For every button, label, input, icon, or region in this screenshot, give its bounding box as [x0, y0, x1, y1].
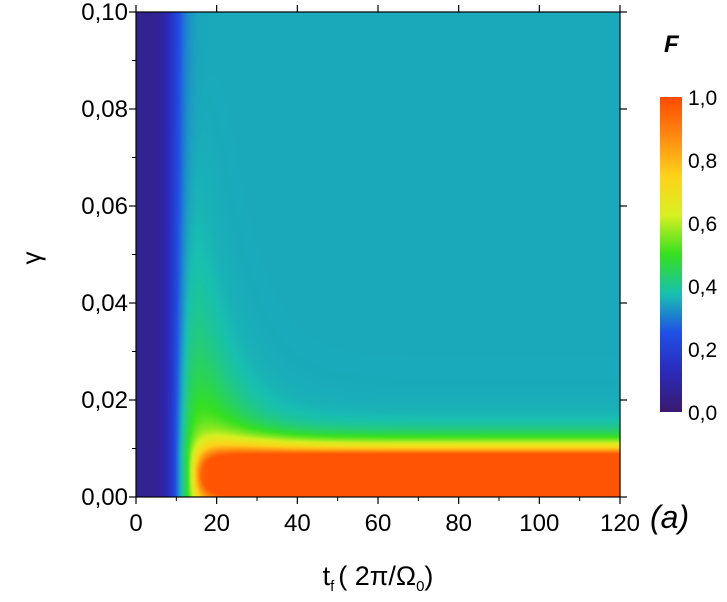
colorbar-tick-label: 0,6 — [688, 213, 717, 236]
x-tick-label: 60 — [365, 510, 392, 537]
x-axis-label-close: ) — [424, 561, 433, 591]
colorbar-tick-label: 0,4 — [688, 276, 718, 299]
x-tick-label: 120 — [600, 510, 640, 537]
colorbar — [660, 97, 682, 412]
colorbar-title: F — [664, 31, 680, 58]
colorbar-tick-label: 0,0 — [688, 402, 717, 425]
heatmap-plot-area — [136, 12, 620, 497]
x-tick-label: 20 — [203, 510, 230, 537]
x-axis-label-unit: ( 2π/Ω — [338, 561, 416, 591]
y-tick-label: 0,06 — [81, 193, 128, 220]
x-axis: 0 20 40 60 80 100 120 — [129, 5, 640, 537]
y-tick-label: 0,08 — [81, 96, 128, 123]
x-tick-label: 40 — [284, 510, 311, 537]
colorbar-tick-label: 0,2 — [688, 339, 717, 362]
x-axis-label: tf( 2π/Ω0) — [323, 561, 434, 595]
x-axis-label-unit-sub: 0 — [416, 578, 424, 595]
x-axis-label-sub: f — [330, 578, 335, 595]
y-tick-label: 0,04 — [81, 290, 128, 317]
y-axis-label: γ — [16, 252, 46, 265]
x-tick-label: 80 — [445, 510, 472, 537]
x-tick-label: 100 — [519, 510, 559, 537]
y-tick-label: 0,10 — [81, 0, 128, 26]
panel-label: (a) — [650, 499, 689, 535]
x-tick-label: 0 — [129, 510, 142, 537]
colorbar-tick-label: 0,8 — [688, 150, 717, 173]
x-axis-label-main: t — [323, 561, 331, 591]
colorbar-tick-label: 1,0 — [688, 87, 717, 110]
y-tick-label: 0,02 — [81, 387, 128, 414]
heatmap-image — [136, 12, 620, 497]
y-tick-label: 0,00 — [81, 484, 128, 511]
colorbar-ticks: 0,0 0,2 0,4 0,6 0,8 1,0 — [688, 87, 718, 425]
y-axis: 0,00 0,02 0,04 0,06 0,08 0,10 — [81, 0, 627, 511]
